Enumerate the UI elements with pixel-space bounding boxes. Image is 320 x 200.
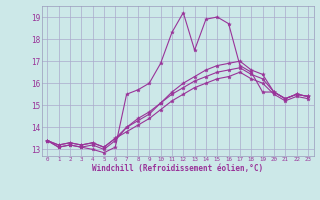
X-axis label: Windchill (Refroidissement éolien,°C): Windchill (Refroidissement éolien,°C): [92, 164, 263, 173]
